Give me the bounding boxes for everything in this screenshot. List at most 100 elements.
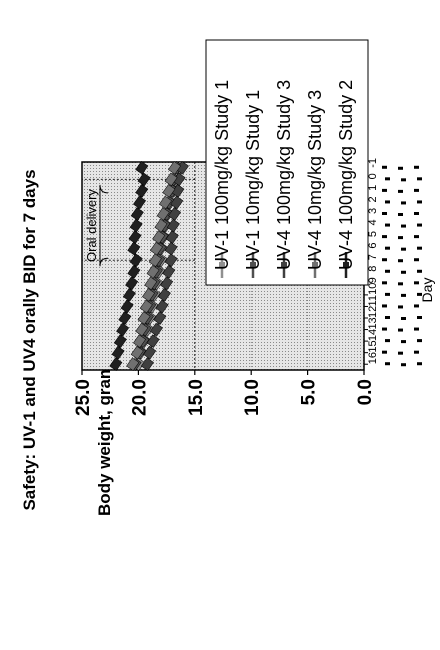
data-point bbox=[137, 311, 151, 325]
noise-mark bbox=[401, 247, 406, 251]
noise-mark bbox=[382, 212, 387, 215]
noise-mark bbox=[417, 339, 422, 343]
noise-mark bbox=[414, 350, 419, 354]
data-point bbox=[164, 172, 178, 187]
legend-item-4: UV-4 10mg/kg Study 3 bbox=[305, 90, 325, 278]
x-tick-label: -1 bbox=[367, 158, 379, 168]
data-point bbox=[154, 218, 168, 233]
data-point bbox=[135, 322, 149, 337]
noise-mark bbox=[417, 316, 422, 319]
x-tick-label: 7 bbox=[367, 254, 379, 260]
x-tick-label: 4 bbox=[367, 219, 379, 225]
noise-mark bbox=[401, 340, 406, 344]
noise-mark bbox=[382, 350, 387, 354]
noise-mark bbox=[385, 223, 390, 227]
data-point bbox=[130, 207, 144, 221]
noise-mark bbox=[414, 327, 419, 331]
x-tick-label: 10 bbox=[367, 283, 379, 295]
legend-swatch-marker bbox=[343, 262, 349, 268]
noise-mark bbox=[385, 362, 390, 366]
noise-mark bbox=[414, 258, 419, 262]
noise-mark bbox=[401, 363, 406, 367]
data-point bbox=[168, 207, 181, 221]
data-point bbox=[113, 334, 127, 348]
data-point bbox=[130, 345, 144, 360]
data-point bbox=[168, 161, 181, 175]
legend-label: UV-4 10mg/kg Study 3 bbox=[305, 90, 325, 270]
data-point bbox=[137, 172, 151, 187]
y-tick-label: 10.0 bbox=[242, 379, 263, 416]
data-point bbox=[166, 218, 180, 233]
data-point bbox=[155, 299, 169, 314]
x-tick-label: 8 bbox=[367, 266, 379, 272]
noise-mark bbox=[401, 317, 406, 320]
x-tick-label: 11 bbox=[367, 295, 379, 306]
y-axis-label: Body weight, gram bbox=[95, 364, 114, 516]
data-point bbox=[116, 322, 130, 337]
legend-item-3: UV-4 100mg/kg Study 3 bbox=[274, 80, 294, 278]
oral-delivery-annotation: Oral delivery bbox=[84, 184, 109, 267]
noise-mark bbox=[401, 178, 406, 182]
data-point bbox=[127, 265, 141, 279]
noise-mark bbox=[414, 188, 419, 192]
x-tick-label: 1 bbox=[367, 185, 379, 191]
noise-mark bbox=[382, 258, 387, 262]
data-point bbox=[135, 184, 149, 198]
noise-mark bbox=[382, 281, 387, 285]
chart-title: Safety: UV-1 and UV4 orally BID for 7 da… bbox=[20, 169, 39, 510]
noise-mark bbox=[385, 316, 390, 319]
legend-label: UV-1 100mg/kg Study 1 bbox=[212, 80, 232, 270]
noise-mark bbox=[382, 235, 387, 239]
legend-label: UV-4 100mg/kg Study 3 bbox=[274, 80, 294, 270]
noise-mark bbox=[398, 189, 403, 193]
decorative-noise bbox=[382, 165, 422, 367]
x-axis-label: Day bbox=[419, 278, 435, 303]
noise-mark bbox=[398, 305, 403, 309]
data-point bbox=[170, 195, 184, 210]
data-point bbox=[162, 184, 176, 198]
data-point bbox=[146, 334, 160, 348]
noise-mark bbox=[401, 270, 406, 274]
data-point bbox=[165, 230, 179, 244]
y-tick-label: 25.0 bbox=[73, 379, 94, 416]
noise-mark bbox=[385, 246, 390, 250]
x-tick-label: 5 bbox=[367, 231, 379, 237]
legend-label: UV-1 10mg/kg Study 1 bbox=[243, 90, 263, 270]
data-point bbox=[111, 345, 125, 360]
x-tick-label: 14 bbox=[367, 329, 379, 341]
data-point bbox=[135, 161, 149, 175]
noise-mark bbox=[398, 259, 403, 263]
noise-mark bbox=[401, 293, 406, 297]
series-3 bbox=[140, 161, 189, 371]
data-point bbox=[164, 253, 178, 267]
data-point bbox=[149, 241, 163, 256]
noise-mark bbox=[385, 339, 390, 343]
noise-mark bbox=[398, 166, 403, 170]
legend-label: UV-4 100mg/kg Study 2 bbox=[336, 80, 356, 270]
data-point bbox=[109, 357, 123, 371]
noise-mark bbox=[385, 269, 390, 273]
noise-mark bbox=[417, 269, 422, 273]
data-point bbox=[128, 230, 142, 244]
noise-mark bbox=[414, 212, 419, 215]
y-tick-label: 20.0 bbox=[129, 379, 150, 416]
data-point bbox=[139, 299, 153, 314]
noise-mark bbox=[398, 236, 403, 240]
x-tick-label: 16 bbox=[367, 352, 379, 364]
x-tick-label: 9 bbox=[367, 277, 379, 283]
data-point bbox=[133, 195, 147, 210]
data-point bbox=[162, 265, 176, 279]
data-point bbox=[158, 195, 172, 210]
x-tick-label: 13 bbox=[367, 317, 379, 329]
annotation-label: Oral delivery bbox=[84, 189, 99, 262]
data-point bbox=[143, 345, 157, 360]
y-axis-ticks: 0.0 5.0 10.0 15.0 20.0 25.0 bbox=[73, 370, 376, 416]
noise-mark bbox=[382, 165, 387, 169]
data-point bbox=[157, 288, 171, 302]
data-point bbox=[122, 288, 136, 302]
data-point bbox=[149, 322, 163, 337]
noise-mark bbox=[417, 246, 422, 250]
legend-item-1: UV-1 100mg/kg Study 1 bbox=[212, 80, 232, 278]
